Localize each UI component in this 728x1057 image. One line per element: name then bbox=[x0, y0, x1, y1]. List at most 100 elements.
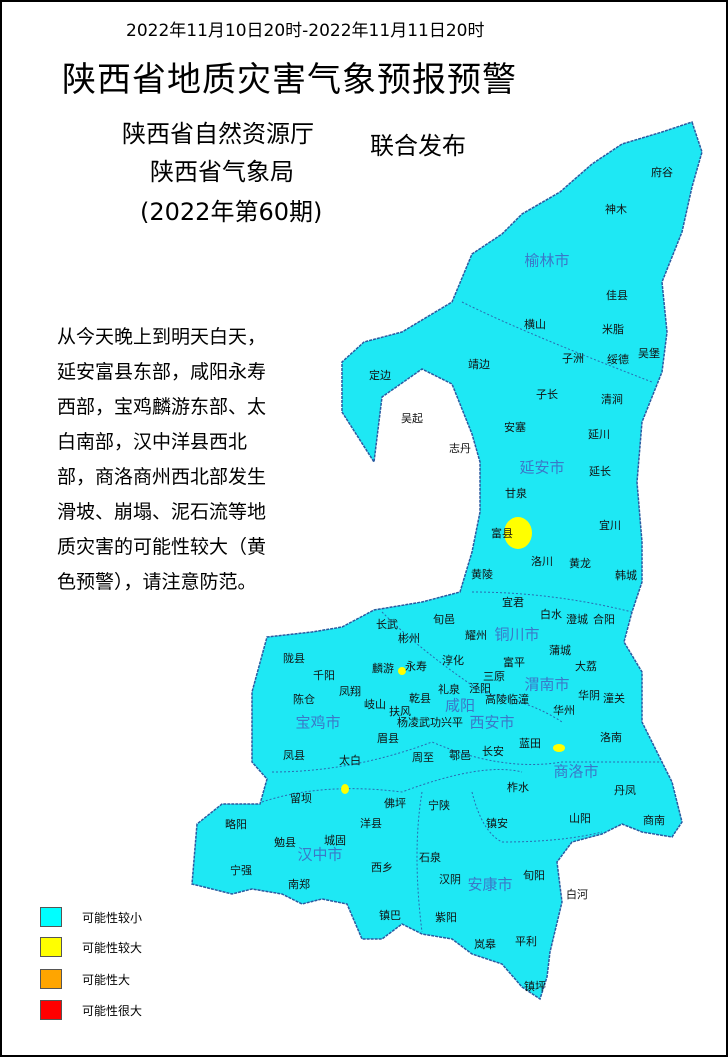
message-line: 色预警），请注意防范。 bbox=[57, 571, 257, 593]
county-label: 定边 bbox=[369, 369, 391, 382]
message-line: 西部，宝鸡麟游东部、太 bbox=[57, 396, 267, 418]
county-label: 富平 bbox=[503, 656, 525, 669]
county-label: 三原 bbox=[483, 670, 505, 683]
message-line: 白南部，汉中洋县西北 bbox=[57, 431, 248, 453]
county-label: 子长 bbox=[536, 388, 558, 401]
county-label: 镇坪 bbox=[524, 980, 546, 993]
message-line: 延安富县东部，咸阳永寿 bbox=[57, 361, 267, 383]
county-label: 麟游 bbox=[372, 662, 394, 675]
legend-swatch bbox=[40, 937, 62, 957]
issue-number: (2022年第60期) bbox=[140, 198, 323, 226]
county-label: 石泉 bbox=[419, 851, 441, 864]
province-outline bbox=[191, 121, 703, 1001]
county-label: 绥德 bbox=[607, 353, 629, 366]
county-label: 横山 bbox=[524, 318, 546, 331]
county-label: 佳县 bbox=[606, 289, 628, 302]
county-label: 汉阴 bbox=[439, 873, 461, 886]
county-label: 子洲 bbox=[562, 352, 584, 365]
county-label: 长安 bbox=[482, 745, 504, 758]
county-label: 府谷 bbox=[651, 166, 673, 179]
county-label: 延川 bbox=[588, 428, 610, 441]
publisher-2: 陕西省气象局 bbox=[150, 158, 294, 186]
city-label: 汉中市 bbox=[297, 845, 343, 864]
county-label: 宁陕 bbox=[428, 799, 450, 812]
county-label: 大荔 bbox=[575, 660, 597, 673]
county-label: 乾县 bbox=[409, 692, 431, 705]
city-label: 榆林市 bbox=[524, 251, 570, 270]
county-label: 吴堡 bbox=[638, 347, 660, 360]
message-line: 滑坡、崩塌、泥石流等地 bbox=[57, 501, 267, 523]
legend-label: 可能性较大 bbox=[82, 941, 143, 955]
county-label: 洋县 bbox=[360, 817, 382, 830]
county-label: 宁强 bbox=[230, 864, 252, 877]
city-label: 宝鸡市 bbox=[295, 713, 341, 732]
city-label: 安康市 bbox=[467, 875, 513, 894]
county-label: 旬阳 bbox=[523, 869, 545, 882]
warning-area bbox=[553, 744, 565, 752]
warning-areas bbox=[341, 517, 565, 794]
county-label: 甘泉 bbox=[505, 487, 527, 500]
county-label: 扶风 bbox=[389, 705, 411, 718]
county-label: 城固 bbox=[324, 834, 346, 847]
city-label: 铜川市 bbox=[494, 625, 540, 644]
county-label: 高陵临潼 bbox=[485, 693, 529, 706]
city-label: 商洛市 bbox=[553, 762, 599, 781]
page-title: 陕西省地质灾害气象预报预警 bbox=[62, 60, 517, 100]
county-label: 镇安 bbox=[486, 817, 508, 830]
county-label: 镇巴 bbox=[379, 909, 401, 922]
county-label: 白水 bbox=[540, 608, 562, 621]
county-label: 商南 bbox=[643, 814, 665, 827]
legend-label: 可能性较小 bbox=[82, 911, 143, 925]
county-label: 佛坪 bbox=[384, 797, 406, 810]
county-label: 蓝田 bbox=[519, 737, 541, 750]
warning-message: 从今天晚上到明天白天， 延安富县东部，咸阳永寿 西部，宝鸡麟游东部、太 白南部，… bbox=[57, 320, 266, 600]
joint-release-label: 联合发布 bbox=[370, 132, 466, 160]
county-label: 志丹 bbox=[449, 442, 471, 455]
county-label: 陇县 bbox=[283, 652, 305, 665]
county-label: 神木 bbox=[605, 203, 627, 216]
county-label: 西乡 bbox=[371, 861, 393, 874]
county-label: 鄠邑 bbox=[449, 749, 471, 762]
county-label: 岚皋 bbox=[474, 938, 496, 951]
county-label: 清涧 bbox=[601, 393, 623, 406]
county-label: 洛南 bbox=[600, 731, 622, 744]
county-label: 吴起 bbox=[401, 412, 423, 425]
county-label: 岐山 bbox=[364, 698, 386, 711]
county-label: 勉县 bbox=[274, 836, 296, 849]
county-label: 凤县 bbox=[283, 749, 305, 762]
county-label: 永寿 bbox=[405, 660, 427, 673]
county-label: 眉县 bbox=[377, 732, 399, 745]
city-label: 延安市 bbox=[519, 458, 565, 477]
county-label: 靖边 bbox=[468, 358, 490, 371]
county-label: 澄城 bbox=[566, 613, 588, 626]
legend-label: 可能性很大 bbox=[82, 1004, 143, 1018]
message-line: 从今天晚上到明天白天， bbox=[57, 326, 267, 348]
county-label: 彬州 bbox=[398, 632, 420, 645]
county-label: 黄龙 bbox=[569, 557, 591, 570]
county-label: 韩城 bbox=[615, 569, 637, 582]
city-boundaries bbox=[261, 301, 662, 933]
county-label: 潼关 bbox=[603, 692, 625, 705]
county-label: 华阴 bbox=[578, 689, 600, 702]
county-label: 南郑 bbox=[288, 878, 310, 891]
county-label: 宜君 bbox=[502, 596, 524, 609]
county-label: 柞水 bbox=[507, 781, 529, 794]
county-label: 淳化 bbox=[442, 654, 464, 667]
county-label: 千阳 bbox=[313, 669, 335, 682]
county-label: 华州 bbox=[553, 704, 575, 717]
county-label: 宜川 bbox=[599, 519, 621, 532]
city-label: 咸阳 bbox=[444, 696, 476, 715]
message-line: 质灾害的可能性较大（黄 bbox=[57, 536, 267, 558]
warning-area bbox=[341, 784, 349, 794]
county-label: 周至 bbox=[412, 751, 434, 764]
county-label: 黄陵 bbox=[471, 568, 493, 581]
county-label: 长武 bbox=[376, 618, 398, 631]
county-label: 旬邑 bbox=[433, 613, 455, 626]
county-label: 略阳 bbox=[225, 818, 247, 831]
county-label: 丹凤 bbox=[614, 784, 636, 797]
county-label: 蒲城 bbox=[549, 644, 571, 657]
city-label: 渭南市 bbox=[524, 675, 570, 694]
county-label: 陈仓 bbox=[293, 693, 315, 706]
legend-swatch bbox=[40, 969, 62, 989]
